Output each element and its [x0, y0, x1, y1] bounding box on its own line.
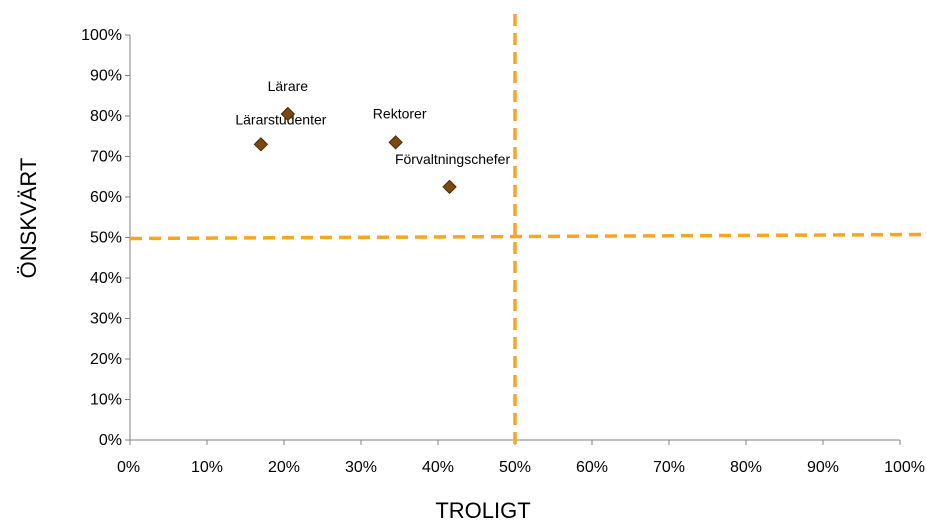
x-axis-title: TROLIGT — [435, 498, 530, 523]
y-axis-ticks: 0% 10% 20% 30% 40% 50% 60% 70% 80% 90% 100% — [81, 27, 130, 449]
y-tick-label: 100% — [81, 27, 122, 44]
y-tick-label: 70% — [90, 149, 122, 166]
point-marker — [280, 106, 296, 122]
y-tick-label: 0% — [99, 432, 122, 449]
data-points: Lärarstudenter Lärare Rektorer Förvaltnings… — [235, 78, 511, 195]
x-tick-label: 70% — [653, 459, 685, 476]
y-tick-label: 50% — [90, 230, 122, 247]
y-tick-label: 80% — [90, 108, 122, 125]
x-axis-ticks: 0% 10% 20% 30% 40% 50% 60% 70% 80% 90% 100% — [117, 440, 925, 476]
y-tick-label: 90% — [90, 68, 122, 85]
y-tick-label: 20% — [90, 351, 122, 368]
x-tick-label: 100% — [884, 459, 925, 476]
x-tick-label: 20% — [268, 459, 300, 476]
y-tick-label: 10% — [90, 392, 122, 409]
point-label: Förvaltningschefer — [395, 151, 511, 167]
reference-line-horizontal — [129, 232, 927, 241]
x-tick-label: 50% — [499, 459, 531, 476]
y-tick-label: 30% — [90, 311, 122, 328]
y-axis-title: ÖNSKVÄRT — [16, 158, 41, 279]
plot-area: 0% 10% 20% 30% 40% 50% 60% 70% 80% 90% 100% 0% 10% 2… — [81, 14, 927, 476]
point-marker — [388, 135, 403, 150]
x-tick-label: 80% — [730, 459, 762, 476]
point-marker — [253, 137, 269, 152]
point-marker — [442, 179, 457, 195]
x-tick-label: 10% — [191, 459, 223, 476]
point-label: Lärarstudenter — [235, 111, 326, 127]
x-tick-label: 30% — [345, 459, 377, 476]
reference-lines — [129, 14, 927, 448]
x-tick-label: 0% — [117, 459, 140, 476]
x-tick-label: 40% — [422, 459, 454, 476]
x-tick-label: 60% — [576, 459, 608, 476]
point-label: Rektorer — [373, 105, 427, 121]
y-tick-label: 60% — [90, 189, 122, 206]
x-tick-label: 90% — [807, 459, 839, 476]
y-tick-label: 40% — [90, 270, 122, 287]
point-label: Lärare — [268, 78, 309, 94]
